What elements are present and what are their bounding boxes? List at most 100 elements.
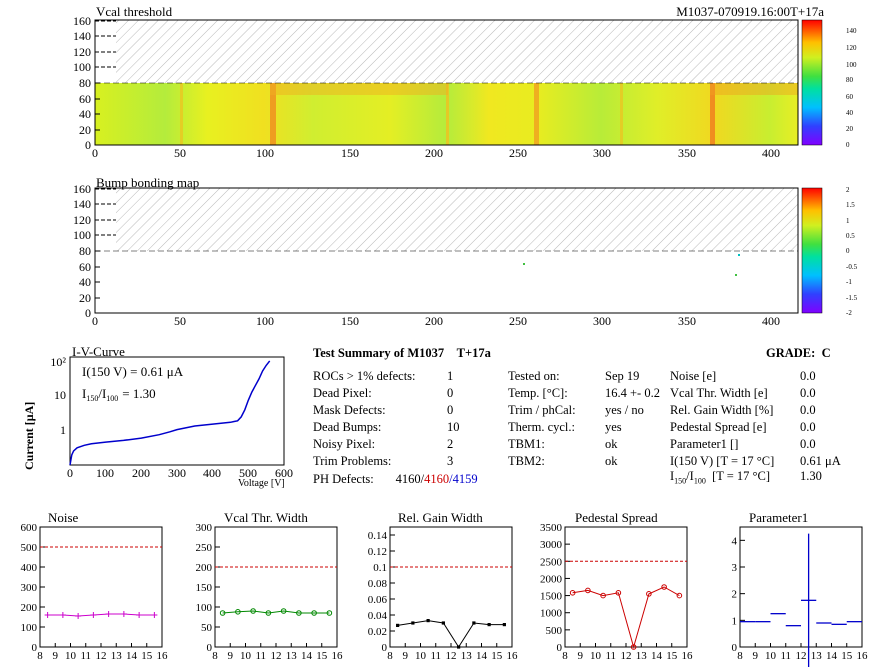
panel-1-ytick-5: 250 (196, 542, 213, 554)
panel-frame-3 (564, 526, 688, 648)
panel-4-xtick-9: 9 (753, 650, 759, 662)
iv-annotation-ratio: I150/I100 = 1.30 (82, 386, 156, 403)
col3-value-4: 0.0 (800, 436, 816, 451)
svg-text:400: 400 (203, 466, 221, 480)
gain-width-title: Rel. Gain Width (398, 510, 483, 525)
map1-palette-ticks: 140 120 100 80 60 40 20 0 (846, 27, 857, 149)
svg-text:120: 120 (846, 44, 857, 52)
panel-1-point-5 (296, 610, 302, 616)
panel-frame-2 (389, 526, 513, 648)
panel-1-xtick-11: 11 (255, 650, 266, 662)
panel-3-ytick-3: 1500 (540, 591, 563, 603)
iv-ylabel: Current [μA] (22, 402, 36, 470)
panel-1-ytick-6: 300 (196, 522, 213, 534)
panel-1-xtick-13: 13 (286, 650, 298, 662)
panel-1-point-6 (311, 610, 317, 616)
svg-text:140: 140 (73, 29, 91, 43)
param1-title: Parameter1 (749, 510, 809, 525)
col1-value-5: 3 (447, 453, 454, 468)
panel-1-point-2 (250, 608, 256, 614)
svg-text:250: 250 (509, 314, 527, 328)
panel-2-ytick-7: 0.14 (368, 530, 388, 542)
col3-label-2: Rel. Gain Width [%] (670, 402, 774, 417)
svg-text:-2: -2 (846, 309, 852, 317)
col2-label-0: Tested on: (508, 369, 560, 383)
col1-label-0: ROCs > 1% defects: (313, 369, 416, 383)
panel-1-point-0 (219, 610, 226, 616)
panel-3-ytick-4: 2000 (540, 573, 563, 585)
panel-4-xtick-10: 10 (765, 650, 777, 662)
svg-text:0: 0 (85, 306, 91, 320)
iv-curve-chart: Current [μA] Voltage [V] 10² 10 1 0 100 20… (22, 355, 293, 489)
col1-value-3: 10 (447, 419, 460, 434)
map1-palette (801, 19, 823, 146)
col2-label-2: Trim / phCal: (508, 402, 576, 417)
panel-3-ytick-2: 1000 (540, 608, 563, 620)
svg-text:20: 20 (79, 123, 91, 137)
panel-1-xtick-9: 9 (228, 650, 234, 662)
panel-4-xtick-12: 12 (796, 650, 807, 662)
panel-0-xtick-15: 15 (141, 650, 153, 662)
svg-text:-0.5: -0.5 (846, 263, 858, 271)
svg-text:60: 60 (79, 92, 91, 106)
panel-3-point-3 (615, 590, 622, 596)
iv-ytick-10: 10 (54, 388, 66, 402)
panel-4-ytick-2: 2 (732, 589, 738, 601)
col2-value-5: ok (605, 453, 618, 468)
svg-text:0: 0 (846, 141, 850, 149)
module-id: M1037-070919.16:00T+17a (676, 4, 824, 19)
panel-4-xtick-13: 13 (811, 650, 823, 662)
panel-frame-1 (214, 526, 338, 648)
grade: GRADE: C (766, 346, 831, 360)
panel-1-xtick-12: 12 (271, 650, 282, 662)
svg-text:1.5: 1.5 (846, 201, 855, 209)
panel-3-xtick-13: 13 (636, 650, 648, 662)
panel-2-point-7 (502, 623, 506, 627)
panel-3-xtick-8: 8 (562, 650, 568, 662)
svg-text:100: 100 (73, 60, 91, 74)
panel-0-xtick-13: 13 (111, 650, 123, 662)
svg-text:200: 200 (132, 466, 150, 480)
svg-text:0: 0 (67, 466, 73, 480)
panel-2-point-5 (472, 621, 476, 625)
panel-1-ytick-0: 0 (207, 642, 213, 654)
panel-2-xtick-8: 8 (387, 650, 393, 662)
iv-xticks: 0 100 200 300 400 500 600 (67, 466, 293, 480)
panel-2-xtick-16: 16 (507, 650, 519, 662)
panel-1-ytick-3: 150 (196, 582, 213, 594)
svg-text:250: 250 (509, 146, 527, 160)
svg-text:20: 20 (846, 125, 854, 133)
iv-xlabel: Voltage [V] (238, 478, 285, 489)
svg-text:150: 150 (341, 314, 359, 328)
svg-text:80: 80 (846, 76, 854, 84)
svg-text:600: 600 (275, 466, 293, 480)
panel-3-ytick-5: 2500 (540, 556, 563, 568)
panel-4-ytick-0: 0 (732, 642, 738, 654)
panel-3-point-6 (661, 584, 667, 590)
col2-value-1: 16.4 +- 0.2 (605, 385, 660, 400)
iv-ytick-1: 1 (60, 423, 66, 437)
svg-text:350: 350 (678, 146, 696, 160)
svg-text:100: 100 (846, 61, 857, 69)
panel-1-point-3 (265, 610, 272, 616)
col1-label-5: Trim Problems: (313, 453, 392, 468)
svg-text:1: 1 (846, 217, 850, 225)
iv-ytick-100: 10² (50, 355, 66, 369)
svg-text:140: 140 (846, 27, 857, 35)
panel-2-xtick-14: 14 (476, 650, 488, 662)
panel-0-ytick-0: 0 (32, 642, 38, 654)
panel-2-xtick-15: 15 (491, 650, 503, 662)
panel-2-point-6 (487, 623, 491, 627)
svg-text:0.5: 0.5 (846, 232, 855, 240)
col1-value-2: 0 (447, 402, 454, 417)
svg-text:350: 350 (678, 314, 696, 328)
map1-x-axis: 0 50 100 150 200 250 300 350 400 (92, 146, 780, 160)
col2-value-4: ok (605, 436, 618, 451)
panel-3-ytick-0: 0 (557, 642, 563, 654)
svg-text:50: 50 (174, 314, 186, 328)
panel-3-ytick-1: 500 (546, 625, 563, 637)
panel-3-point-5 (646, 591, 652, 597)
svg-text:2: 2 (846, 186, 850, 194)
col1-value-4: 2 (447, 436, 454, 451)
